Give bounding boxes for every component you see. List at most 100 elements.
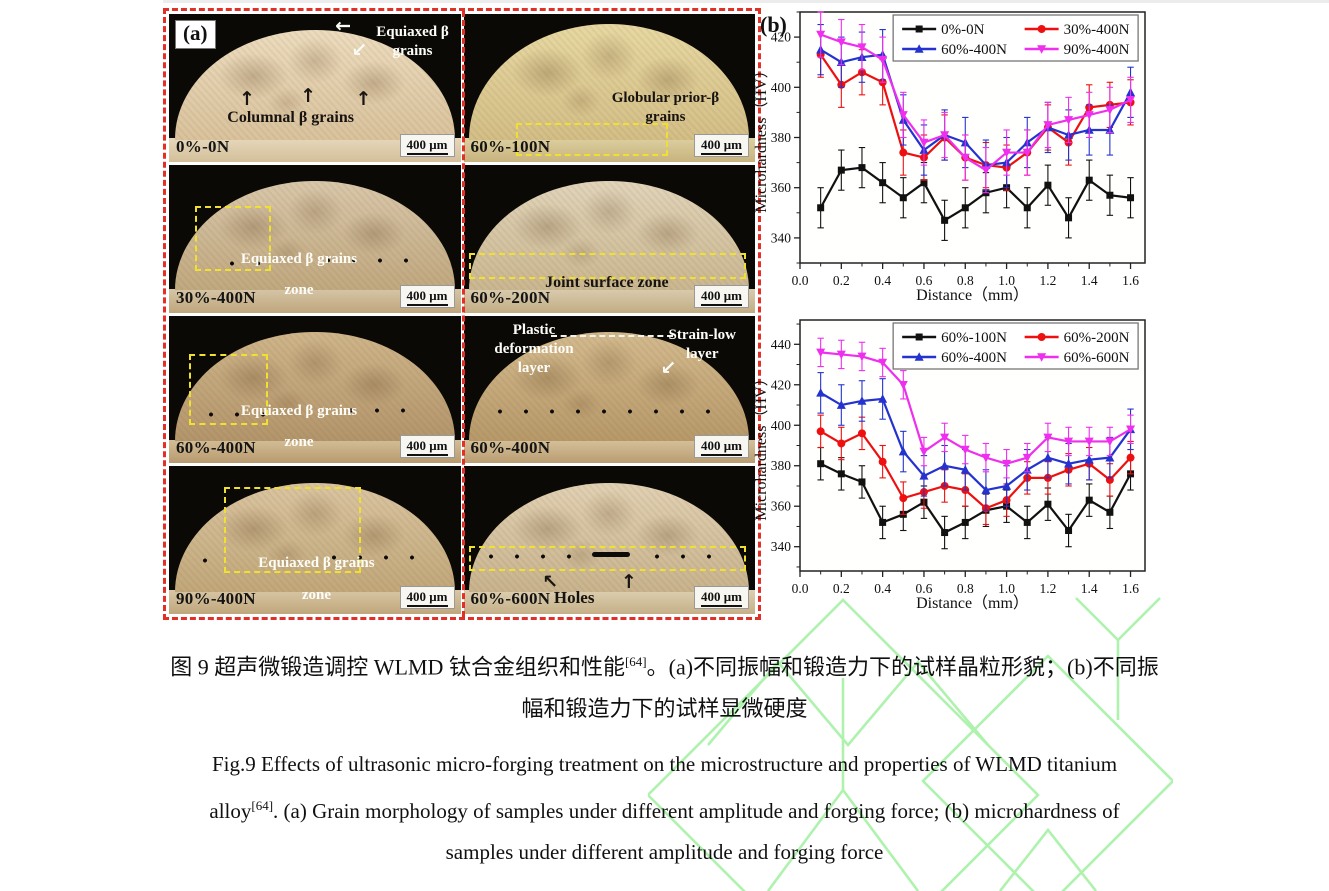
svg-text:60%-200N: 60%-200N	[1064, 330, 1130, 346]
micrograph-60pct-200N: Joint surface zone 60%-200N 400 μm	[463, 164, 755, 313]
svg-text:380: 380	[771, 458, 792, 473]
svg-text:0.6: 0.6	[916, 273, 933, 288]
pore-band	[198, 410, 280, 420]
panel-a-micrographs: (a) Equiaxed β grains Columnal β grains …	[163, 8, 761, 620]
annotation-globular-grains: Globular prior-β grains	[611, 89, 720, 125]
condition-label: 60%-400N	[176, 438, 256, 458]
svg-text:1.0: 1.0	[998, 581, 1015, 596]
svg-text:1.0: 1.0	[998, 273, 1015, 288]
svg-text:340: 340	[771, 230, 792, 245]
svg-text:0.0: 0.0	[792, 581, 809, 596]
microhardness-chart-bottom: 340 360 380 400 420 440 0.0 0.2 0.4 0.6 0.8 1.0 1.2 1…	[752, 319, 1146, 612]
pore-band	[486, 407, 720, 417]
scale-bar: 400 μm	[399, 435, 455, 459]
substrate-band	[169, 439, 461, 464]
svg-text:380: 380	[771, 130, 792, 145]
arrow-icon	[351, 39, 367, 61]
pore-band	[314, 256, 409, 266]
panel-a-column-divider	[462, 11, 465, 617]
scale-bar-text: 400 μm	[701, 287, 742, 306]
svg-text:400: 400	[771, 418, 792, 433]
substrate-band	[463, 439, 755, 464]
pore-band	[218, 259, 272, 269]
scale-bar: 400 μm	[399, 586, 455, 609]
svg-text:0.2: 0.2	[833, 581, 850, 596]
substrate-band	[169, 138, 461, 162]
svg-text:90%-400N: 90%-400N	[1064, 42, 1130, 58]
arrow-icon	[660, 357, 676, 379]
arrow-icon	[621, 571, 637, 593]
annotation-equiaxed-zone: Equiaxed β grains zone	[240, 402, 358, 451]
svg-text:Microhardness（HV）: Microhardness（HV）	[752, 62, 770, 212]
roi-rectangle	[515, 123, 668, 156]
micrograph-60pct-400N-right: Plastic deformation layer Strain-low lay…	[463, 315, 755, 464]
svg-text:1.4: 1.4	[1081, 581, 1098, 596]
svg-text:Distance（mm）: Distance（mm）	[916, 286, 1029, 304]
scale-bar: 400 μm	[694, 435, 749, 459]
micrograph-60pct-100N: Globular prior-β grains 60%-100N 400 μm	[463, 14, 755, 162]
svg-text:360: 360	[771, 499, 792, 514]
arrow-icon	[335, 15, 351, 37]
substrate-band	[169, 590, 461, 614]
annotation-columnar-grains: Columnal β grains	[227, 108, 354, 126]
svg-text:1.6: 1.6	[1122, 273, 1139, 288]
annotation-strain-low-layer: Strain-low layer	[668, 326, 737, 362]
scale-bar-text: 400 μm	[406, 438, 448, 457]
svg-text:0.6: 0.6	[916, 581, 933, 596]
layer-boundary-line	[550, 334, 674, 337]
svg-text:30%-400N: 30%-400N	[1064, 22, 1130, 38]
svg-text:340: 340	[771, 539, 792, 554]
caption-zh-text: 图 9 超声微锻造调控 WLMD 钛合金组织和性能	[170, 654, 625, 680]
micrograph-90pct-400N: Equiaxed β grains zone 90%-400N 400 μm	[169, 466, 461, 614]
svg-text:440: 440	[771, 337, 792, 352]
scale-bar: 400 μm	[399, 284, 455, 308]
caption-en-text: . (a) Grain morphology of samples under …	[273, 799, 1120, 824]
roi-rectangle	[189, 353, 269, 425]
annotation-joint-surface: Joint surface zone	[545, 274, 669, 292]
substrate-band	[463, 288, 755, 313]
condition-label: 60%-400N	[470, 438, 551, 458]
condition-label: 30%-400N	[176, 287, 256, 307]
scale-bar-text: 400 μm	[406, 589, 448, 607]
svg-text:1.6: 1.6	[1122, 581, 1139, 596]
citation-superscript: [64]	[624, 654, 647, 669]
caption-zh-line2: 幅和锻造力下的试样显微硬度	[521, 696, 808, 722]
pore-band	[644, 551, 732, 561]
scale-bar: 400 μm	[694, 284, 749, 308]
condition-label: 90%-400N	[176, 589, 256, 608]
weld-cross-section	[469, 482, 750, 593]
pore-band	[192, 556, 222, 566]
scale-bar-text: 400 μm	[701, 136, 742, 155]
pore-band	[338, 405, 414, 415]
annotation-plastic-layer: Plastic deformation layer	[494, 322, 574, 376]
svg-text:Distance（mm）: Distance（mm）	[916, 594, 1029, 612]
svg-text:400: 400	[771, 80, 792, 95]
caption-en-text: alloy	[209, 799, 252, 824]
pore-band	[320, 553, 420, 563]
arrow-icon	[239, 88, 255, 110]
substrate-band	[169, 288, 461, 313]
page-edge-strip	[163, 0, 1329, 3]
svg-text:1.2: 1.2	[1039, 273, 1056, 288]
svg-text:0.2: 0.2	[833, 273, 850, 288]
annotation-holes: Holes	[553, 587, 595, 607]
panel-b-label: (b)	[760, 12, 787, 37]
svg-text:0.4: 0.4	[874, 273, 891, 288]
svg-text:60%-100N: 60%-100N	[941, 330, 1007, 346]
scale-bar-text: 400 μm	[406, 287, 448, 306]
micrograph-60pct-400N-left: Equiaxed β grains zone 60%-400N 400 μm	[169, 315, 461, 464]
svg-text:1.4: 1.4	[1081, 273, 1098, 288]
caption-zh-line1: 图 9 超声微锻造调控 WLMD 钛合金组织和性能[64]。(a)不同振幅和锻造…	[0, 641, 1329, 688]
annotation-equiaxed-grains: Equiaxed β grains	[376, 24, 449, 59]
roi-rectangle	[224, 486, 362, 573]
scale-bar: 400 μm	[694, 133, 749, 157]
svg-text:0.0: 0.0	[792, 273, 809, 288]
svg-text:60%-400N: 60%-400N	[941, 42, 1007, 58]
micrograph-0pct-0N: (a) Equiaxed β grains Columnal β grains …	[169, 14, 461, 162]
svg-text:360: 360	[771, 180, 792, 195]
elongated-hole	[591, 551, 630, 557]
svg-text:420: 420	[771, 377, 792, 392]
caption-zh-text: 。(a)不同振幅和锻造力下的试样晶粒形貌；(b)不同振	[646, 654, 1159, 680]
panel-a-label-badge: (a)	[175, 20, 216, 49]
scale-bar-text: 400 μm	[406, 136, 448, 155]
